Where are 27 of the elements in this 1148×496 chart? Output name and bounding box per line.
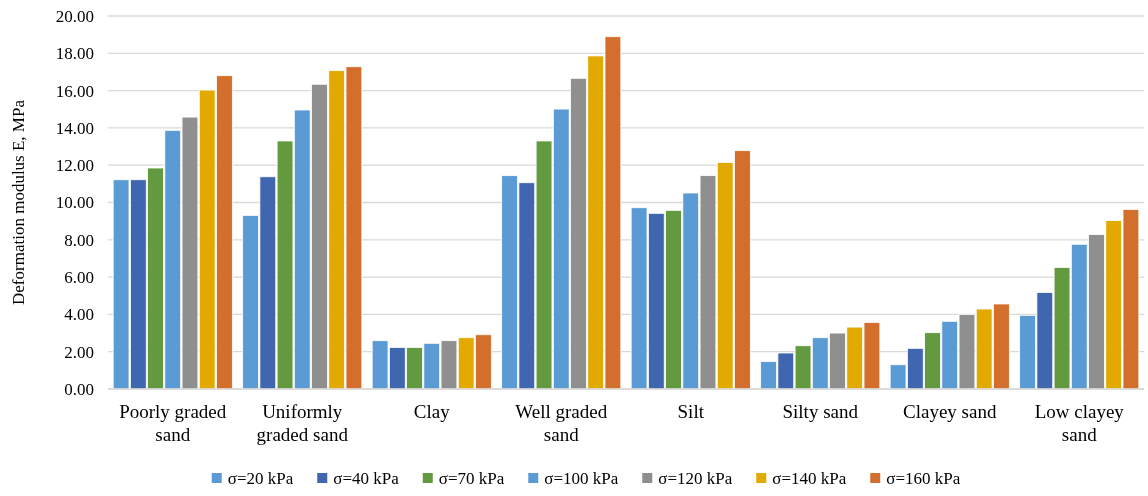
- y-tick-label: 4.00: [64, 305, 94, 325]
- legend-label: σ=120 kPa: [658, 469, 733, 488]
- x-tick-label: Poorly graded sand: [119, 401, 227, 445]
- legend-label: σ=40 kPa: [333, 469, 400, 488]
- legend-label: σ=70 kPa: [438, 469, 505, 488]
- y-tick-label: 20.00: [55, 6, 94, 26]
- legend-label: σ=160 kPa: [886, 469, 961, 488]
- x-tick-label: Uniformly graded sand: [256, 401, 349, 445]
- y-tick-label: 0.00: [64, 379, 94, 399]
- legend-label: σ=100 kPa: [544, 469, 619, 488]
- x-tick-label: Clay: [413, 401, 451, 422]
- x-tick-label: Silty sand: [782, 401, 859, 422]
- y-tick-label: 14.00: [55, 118, 94, 138]
- y-tick-label: 16.00: [55, 81, 94, 101]
- x-tick-label: Clayey sand: [903, 401, 997, 422]
- x-tick-label: Silt: [677, 401, 705, 422]
- y-tick-label: 6.00: [64, 268, 94, 288]
- y-tick-label: 8.00: [64, 230, 94, 250]
- y-tick-label: 12.00: [55, 156, 94, 176]
- y-tick-label: 18.00: [55, 44, 94, 64]
- legend-label: σ=140 kPa: [772, 469, 847, 488]
- y-tick-label: 10.00: [55, 193, 94, 213]
- y-axis-title: Deformation modulus E, MPa: [9, 99, 28, 305]
- legend-label: σ=20 kPa: [227, 469, 294, 488]
- x-tick-label: Well graded sand: [515, 401, 608, 445]
- y-tick-label: 2.00: [64, 342, 94, 362]
- x-tick-label: Low clayey sand: [1034, 401, 1125, 445]
